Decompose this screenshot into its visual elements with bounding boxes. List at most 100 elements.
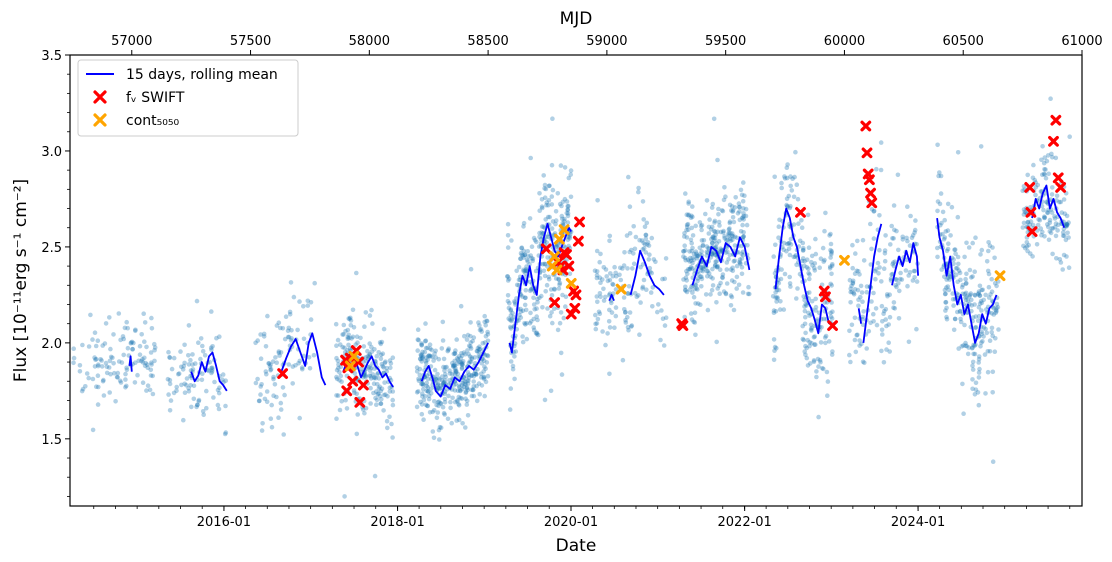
obs-point bbox=[96, 362, 101, 368]
obs-point bbox=[982, 352, 988, 357]
obs-point bbox=[528, 287, 534, 292]
obs-point bbox=[972, 343, 977, 349]
obs-point bbox=[858, 294, 863, 300]
obs-point bbox=[714, 264, 720, 270]
obs-point bbox=[909, 235, 915, 241]
obs-point bbox=[774, 299, 779, 304]
mjd-tick-label: 61000 bbox=[1061, 34, 1102, 49]
obs-point bbox=[689, 284, 694, 289]
obs-point bbox=[305, 298, 311, 304]
obs-point bbox=[467, 359, 473, 364]
obs-point bbox=[813, 236, 818, 242]
obs-point bbox=[829, 283, 834, 288]
obs-point bbox=[560, 199, 566, 205]
obs-point bbox=[418, 353, 424, 359]
obs-point bbox=[723, 291, 729, 297]
obs-point bbox=[612, 264, 617, 270]
obs-point bbox=[383, 392, 388, 397]
obs-point bbox=[818, 340, 824, 345]
obs-point bbox=[730, 208, 736, 213]
obs-point bbox=[545, 214, 551, 220]
obs-point bbox=[431, 358, 436, 363]
obs-point bbox=[337, 407, 343, 413]
obs-point bbox=[776, 280, 782, 286]
obs-point bbox=[532, 306, 537, 312]
obs-point bbox=[638, 300, 643, 305]
obs-point bbox=[1057, 257, 1063, 262]
obs-point bbox=[712, 262, 718, 268]
obs-point bbox=[80, 386, 86, 392]
obs-point bbox=[886, 340, 891, 346]
obs-point bbox=[458, 355, 464, 361]
obs-point bbox=[367, 341, 373, 346]
obs-point bbox=[626, 284, 632, 289]
obs-point bbox=[420, 381, 425, 387]
obs-point bbox=[335, 393, 341, 398]
obs-point bbox=[362, 410, 367, 416]
obs-point bbox=[969, 345, 975, 351]
obs-point bbox=[883, 233, 888, 238]
obs-point bbox=[140, 360, 146, 365]
obs-point bbox=[1048, 230, 1054, 236]
obs-point bbox=[214, 335, 219, 341]
obs-point bbox=[268, 362, 273, 368]
obs-point bbox=[731, 307, 737, 313]
obs-point bbox=[694, 253, 699, 259]
obs-point bbox=[610, 282, 616, 288]
obs-point bbox=[987, 338, 993, 344]
obs-point bbox=[334, 376, 340, 382]
obs-point bbox=[463, 425, 468, 430]
obs-point bbox=[456, 403, 462, 408]
obs-point bbox=[522, 268, 528, 274]
obs-point bbox=[305, 303, 311, 308]
obs-point bbox=[905, 238, 910, 244]
obs-point bbox=[879, 348, 884, 354]
obs-point bbox=[1059, 210, 1065, 215]
obs-point bbox=[522, 295, 528, 301]
obs-point bbox=[740, 235, 746, 240]
obs-point bbox=[370, 372, 376, 377]
obs-point bbox=[345, 327, 351, 333]
obs-point bbox=[440, 374, 445, 379]
obs-point bbox=[776, 287, 782, 293]
obs-point bbox=[459, 366, 465, 372]
obs-point bbox=[547, 313, 553, 319]
obs-point bbox=[90, 337, 95, 342]
obs-point bbox=[960, 282, 966, 288]
obs-point bbox=[887, 349, 892, 354]
obs-point bbox=[474, 372, 479, 377]
obs-point bbox=[626, 327, 631, 333]
obs-point bbox=[592, 268, 598, 274]
obs-point bbox=[882, 248, 888, 253]
obs-point bbox=[690, 260, 695, 266]
swift-marker bbox=[820, 291, 831, 303]
obs-point bbox=[505, 274, 510, 279]
obs-point bbox=[268, 367, 274, 372]
obs-point bbox=[424, 388, 430, 394]
obs-point bbox=[543, 186, 549, 192]
obs-point bbox=[871, 319, 876, 324]
obs-point bbox=[1064, 222, 1070, 227]
obs-point bbox=[374, 397, 380, 403]
obs-point bbox=[535, 300, 540, 305]
obs-point bbox=[719, 208, 725, 213]
obs-point bbox=[414, 404, 420, 410]
obs-point bbox=[439, 385, 444, 391]
obs-point bbox=[508, 308, 513, 313]
obs-point bbox=[621, 295, 627, 300]
obs-point bbox=[528, 310, 533, 316]
obs-point bbox=[542, 182, 548, 188]
obs-point bbox=[942, 217, 947, 223]
obs-point bbox=[727, 219, 733, 224]
obs-point bbox=[973, 235, 978, 240]
obs-point bbox=[363, 373, 368, 378]
obs-point bbox=[510, 310, 515, 316]
obs-point bbox=[415, 389, 421, 394]
obs-point bbox=[820, 366, 825, 371]
obs-point bbox=[436, 376, 441, 381]
obs-point bbox=[475, 349, 480, 354]
obs-point bbox=[873, 276, 878, 282]
obs-point bbox=[145, 365, 151, 371]
obs-point bbox=[355, 412, 361, 417]
obs-point bbox=[1024, 240, 1030, 245]
